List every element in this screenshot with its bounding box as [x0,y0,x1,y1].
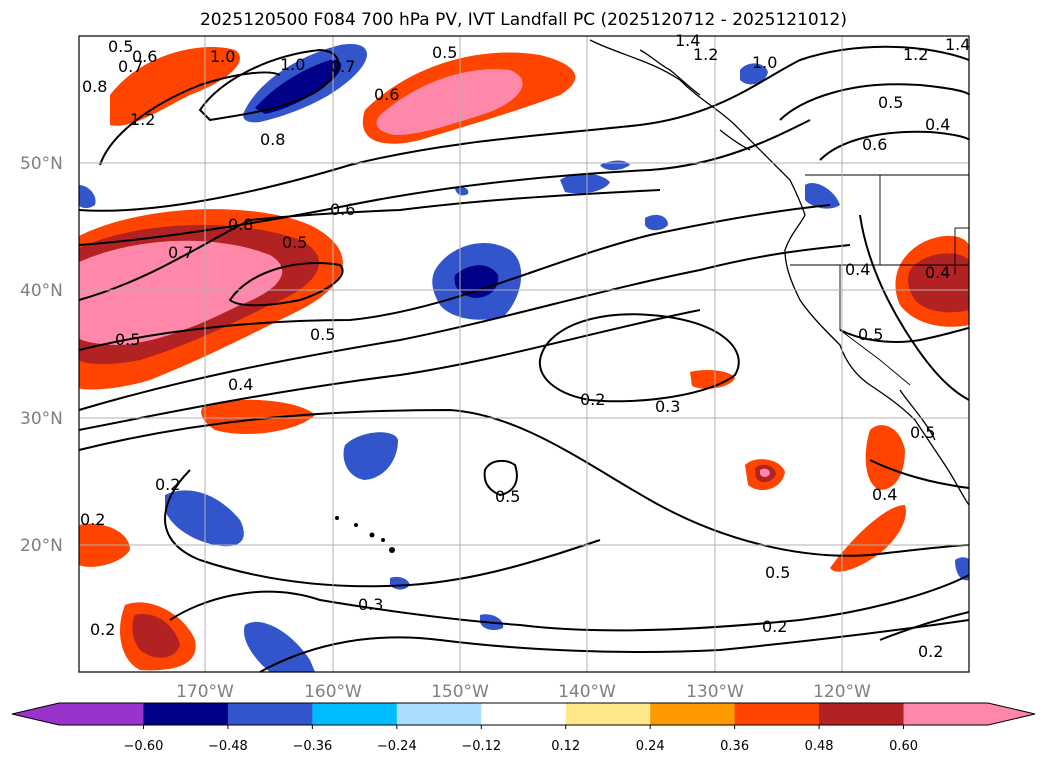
colorbar-tick-label: 0.36 [720,739,749,754]
map-frame [78,35,970,673]
contour-label: 1.2 [693,45,718,64]
contour-label: 1.0 [280,55,305,74]
contour-label: 0.2 [80,510,105,529]
lat-label-30n: 30°N [20,409,63,429]
contour-label: 0.2 [762,617,787,636]
contour-label-group: 0.5 0.6 0.7 1.0 1.0 0.7 0.5 1.4 1.2 1.0 … [80,31,970,661]
colorbar-cell [819,703,905,725]
contour-label: 0.4 [872,485,897,504]
contour-label: 0.5 [282,233,307,252]
lon-label-150w: 150°W [431,682,489,702]
colorbar-tick-label: −0.24 [377,739,417,754]
contour-label: 0.5 [910,423,935,442]
colorbar-tick-label: −0.36 [292,739,332,754]
contour-label: 0.5 [310,325,335,344]
contour-label: 1.4 [945,35,970,54]
colorbar-outline [11,702,1036,726]
contour-label: 1.2 [903,45,928,64]
contour-label: 0.8 [228,215,253,234]
lat-label-40n: 40°N [20,281,63,301]
lon-label-120w: 120°W [813,682,871,702]
contour-label: 0.4 [228,375,253,394]
contour-label: 0.5 [495,487,520,506]
colorbar-cell [650,703,736,725]
contour-label: 0.4 [925,115,950,134]
colorbar-cell [396,703,482,725]
contour-label: 0.8 [82,77,107,96]
contour-label: 0.4 [925,263,950,282]
lon-label-130w: 130°W [686,682,744,702]
colorbar: −0.60 −0.48 −0.36 −0.24 −0.12 0.12 0.24 0.36 0.4… [11,702,1036,754]
lat-label-50n: 50°N [20,154,63,174]
lon-label-140w: 140°W [558,682,616,702]
contour-label: 0.6 [132,47,157,66]
contour-label: 0.4 [845,260,870,279]
colorbar-cell [734,703,820,725]
colorbar-tick-label: −0.12 [461,739,501,754]
map-panel: 0.5 0.6 0.7 1.0 1.0 0.7 0.5 1.4 1.2 1.0 … [78,31,970,673]
contour-label: 0.5 [765,563,790,582]
contour-label: 0.7 [330,57,355,76]
contour-label: 1.2 [130,110,155,129]
colorbar-tick-label: −0.48 [208,739,248,754]
lon-label-160w: 160°W [304,682,362,702]
contour-label: 1.0 [210,47,235,66]
contour-label: 0.5 [878,93,903,112]
colorbar-extend-low [12,703,59,725]
contour-label: 0.8 [260,130,285,149]
colorbar-extend-high [988,703,1035,725]
colorbar-cell [227,703,313,725]
political-borders [790,174,969,386]
contour-label: 0.6 [862,135,887,154]
hawaii-islands [335,516,395,553]
colorbar-tick-label: 0.60 [889,739,918,754]
colorbar-cell [143,703,229,725]
colorbar-cell [903,703,989,725]
colorbar-cell [312,703,398,725]
gridlines [79,36,969,672]
contour-label: 0.2 [90,620,115,639]
contour-label: 0.2 [580,390,605,409]
contour-label: 0.7 [118,57,143,76]
lon-label-170w: 170°W [176,682,234,702]
colorbar-tick-label: 0.12 [551,739,580,754]
contour-label: 0.2 [918,642,943,661]
contour-label: 0.7 [168,243,193,262]
colorbar-cell [59,703,144,725]
negative-shading [79,44,969,672]
contour-label: 0.5 [108,37,133,56]
colorbar-cell [565,703,651,725]
contour-label: 0.5 [115,330,140,349]
contour-label: 0.3 [358,595,383,614]
map-title: 2025120500 F084 700 hPa PV, IVT Landfall… [199,10,847,30]
contour-label: 0.5 [432,43,457,62]
contour-label: 0.6 [374,85,399,104]
lat-label-20n: 20°N [20,536,63,556]
contour-label: 0.5 [858,325,883,344]
contour-label: 1.0 [752,53,777,72]
colorbar-tick-label: 0.24 [636,739,665,754]
contour-label: 0.3 [655,397,680,416]
contour-label: 0.6 [330,200,355,219]
coastline [589,39,970,506]
colorbar-cell [481,703,567,725]
contour-label: 0.2 [155,475,180,494]
colorbar-tick-label: 0.48 [805,739,834,754]
colorbar-tick-label: −0.60 [124,739,164,754]
